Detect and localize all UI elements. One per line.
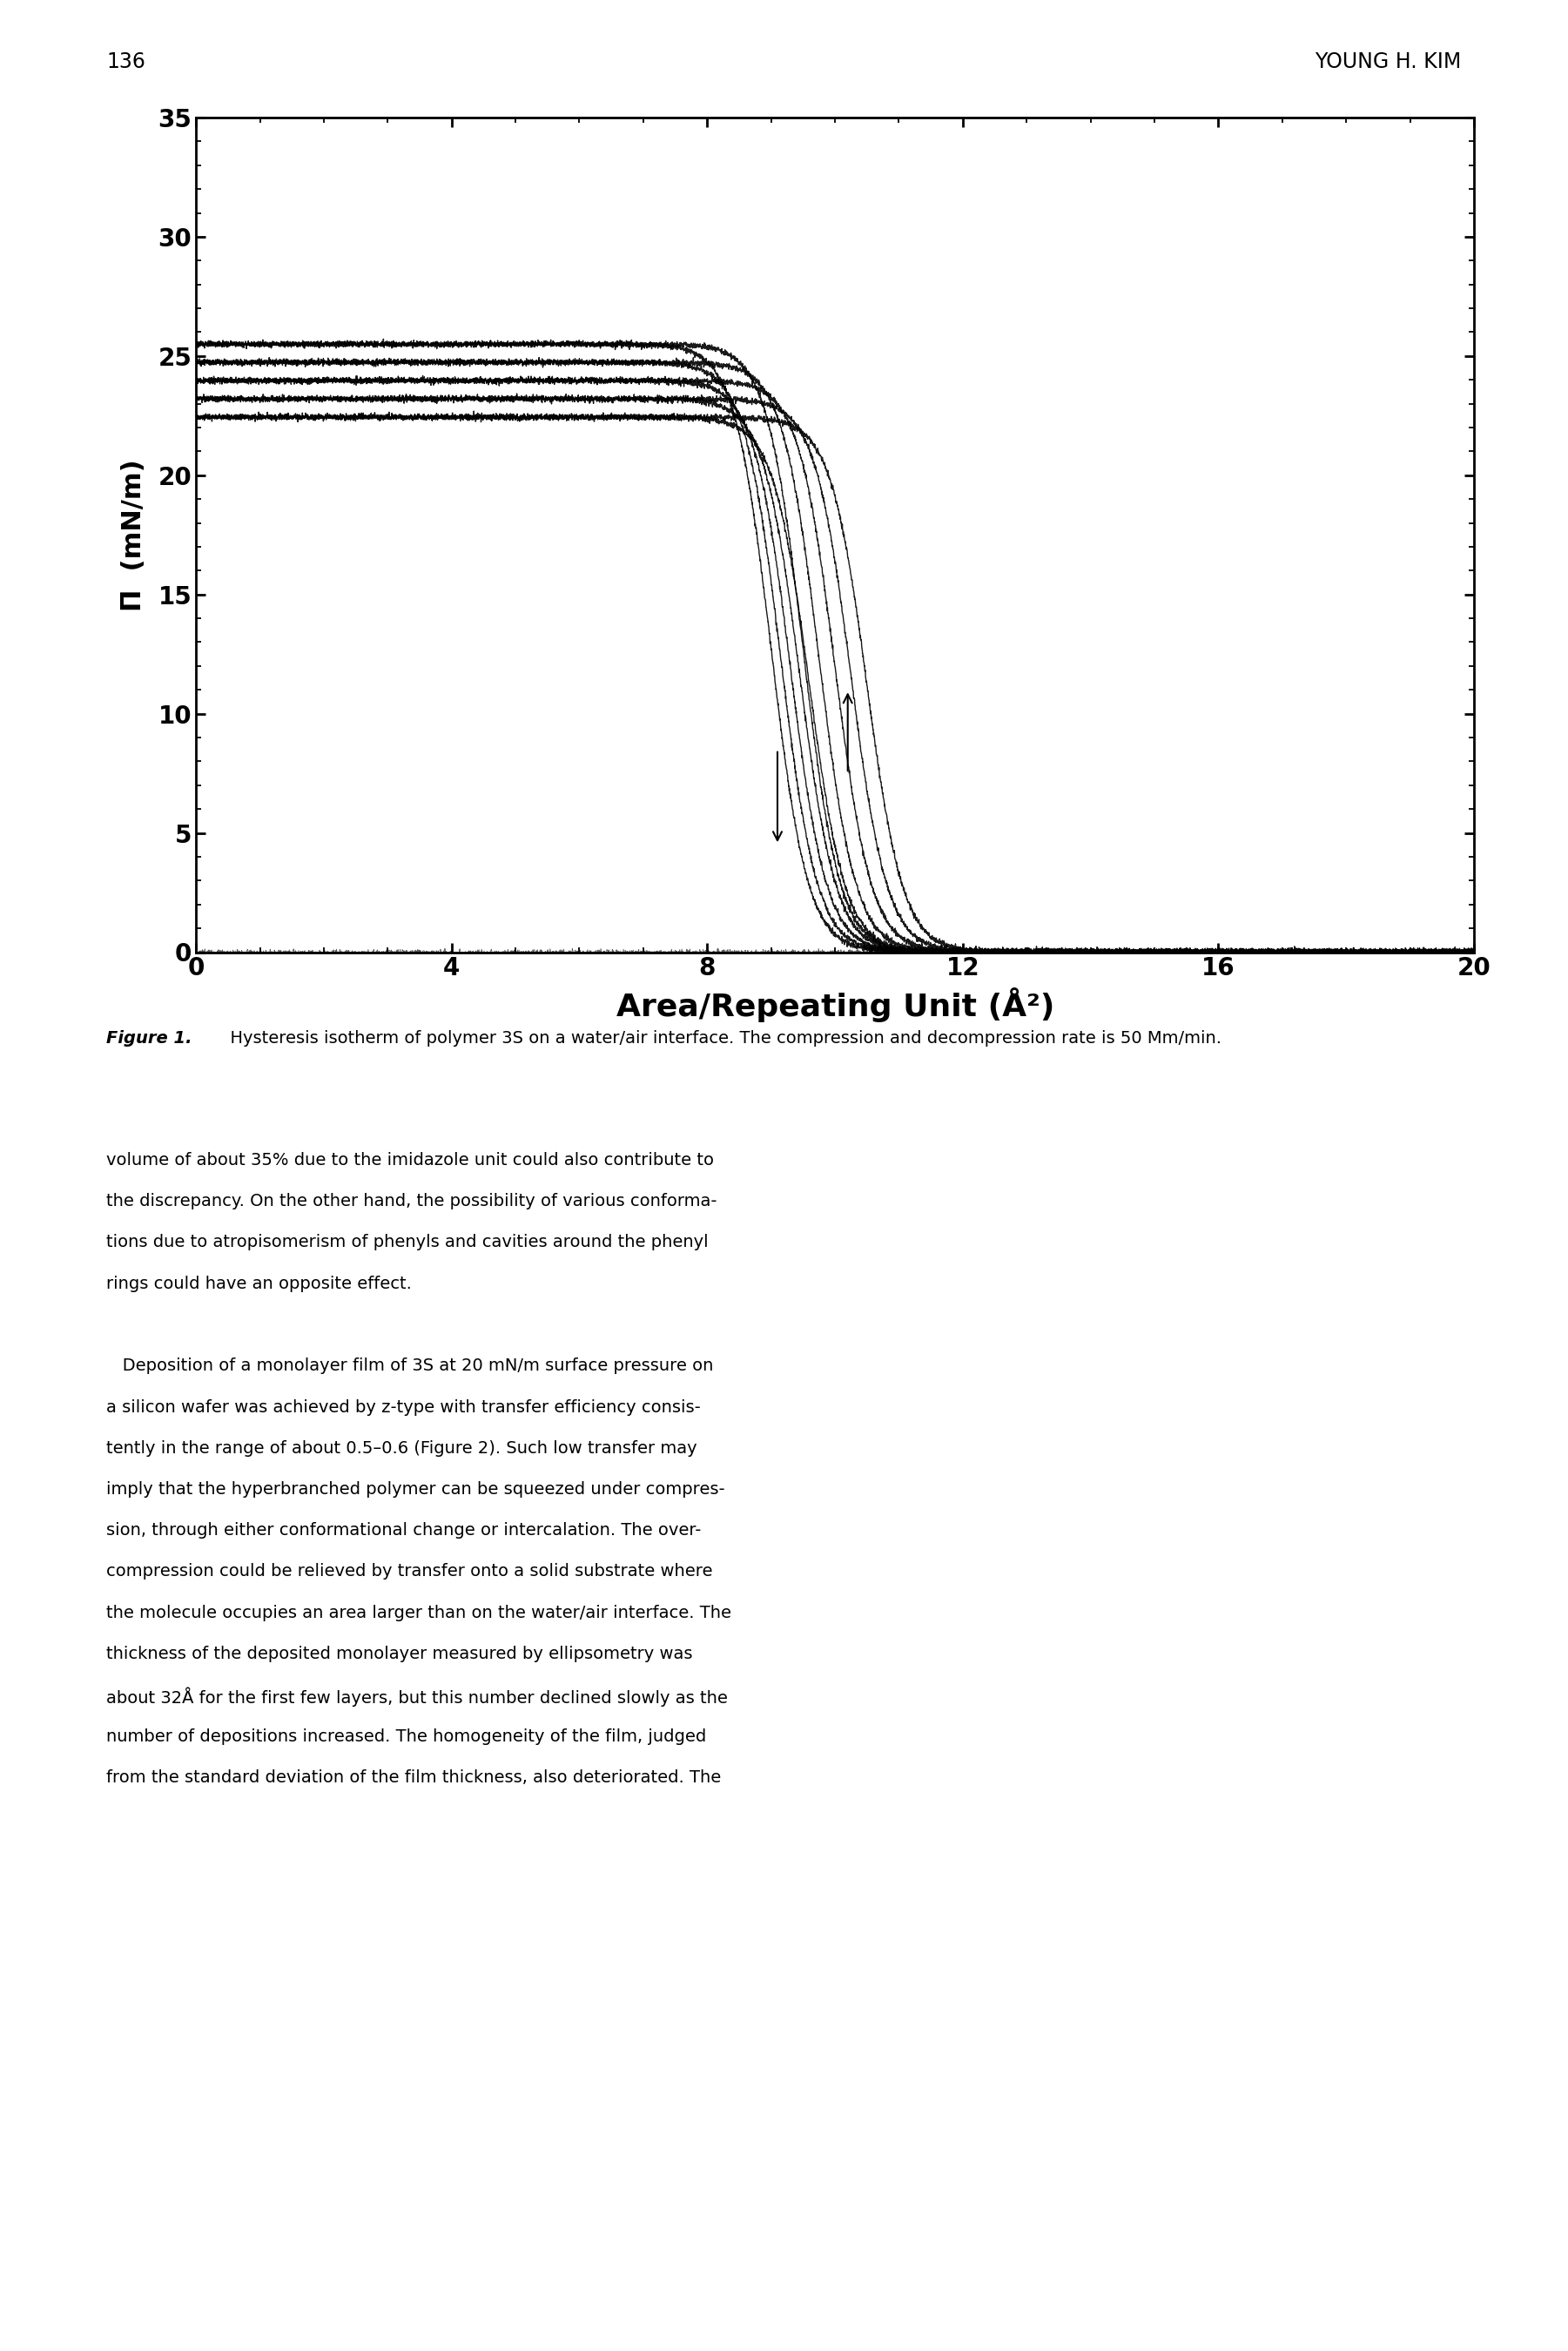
- Text: 136: 136: [107, 52, 146, 73]
- Text: from the standard deviation of the film thickness, also deteriorated. The: from the standard deviation of the film …: [107, 1768, 721, 1787]
- Text: sion, through either conformational change or intercalation. The over-: sion, through either conformational chan…: [107, 1523, 701, 1540]
- Text: Area/Repeating Unit (Å²): Area/Repeating Unit (Å²): [616, 987, 1055, 1023]
- Text: Hysteresis isotherm of polymer 3S on a water/air interface. The compression and : Hysteresis isotherm of polymer 3S on a w…: [220, 1030, 1221, 1046]
- Text: about 32Å for the first few layers, but this number declined slowly as the: about 32Å for the first few layers, but …: [107, 1688, 728, 1707]
- Text: YOUNG H. KIM: YOUNG H. KIM: [1316, 52, 1461, 73]
- Text: the molecule occupies an area larger than on the water/air interface. The: the molecule occupies an area larger tha…: [107, 1603, 732, 1622]
- Text: Deposition of a monolayer film of 3S at 20 mN/m surface pressure on: Deposition of a monolayer film of 3S at …: [107, 1359, 713, 1375]
- Text: thickness of the deposited monolayer measured by ellipsometry was: thickness of the deposited monolayer mea…: [107, 1646, 693, 1662]
- Text: Figure 1.: Figure 1.: [107, 1030, 193, 1046]
- Text: tently in the range of about 0.5–0.6 (Figure 2). Such low transfer may: tently in the range of about 0.5–0.6 (Fi…: [107, 1439, 698, 1458]
- Text: rings could have an opposite effect.: rings could have an opposite effect.: [107, 1274, 412, 1293]
- Text: volume of about 35% due to the imidazole unit could also contribute to: volume of about 35% due to the imidazole…: [107, 1152, 715, 1168]
- Text: the discrepancy. On the other hand, the possibility of various conforma-: the discrepancy. On the other hand, the …: [107, 1194, 718, 1211]
- Text: number of depositions increased. The homogeneity of the film, judged: number of depositions increased. The hom…: [107, 1728, 707, 1744]
- Text: a silicon wafer was achieved by z-type with transfer efficiency consis-: a silicon wafer was achieved by z-type w…: [107, 1399, 701, 1415]
- Text: tions due to atropisomerism of phenyls and cavities around the phenyl: tions due to atropisomerism of phenyls a…: [107, 1234, 709, 1251]
- Text: imply that the hyperbranched polymer can be squeezed under compres-: imply that the hyperbranched polymer can…: [107, 1481, 726, 1498]
- Y-axis label: Π  (mN/m): Π (mN/m): [121, 458, 146, 611]
- Text: compression could be relieved by transfer onto a solid substrate where: compression could be relieved by transfe…: [107, 1563, 713, 1580]
